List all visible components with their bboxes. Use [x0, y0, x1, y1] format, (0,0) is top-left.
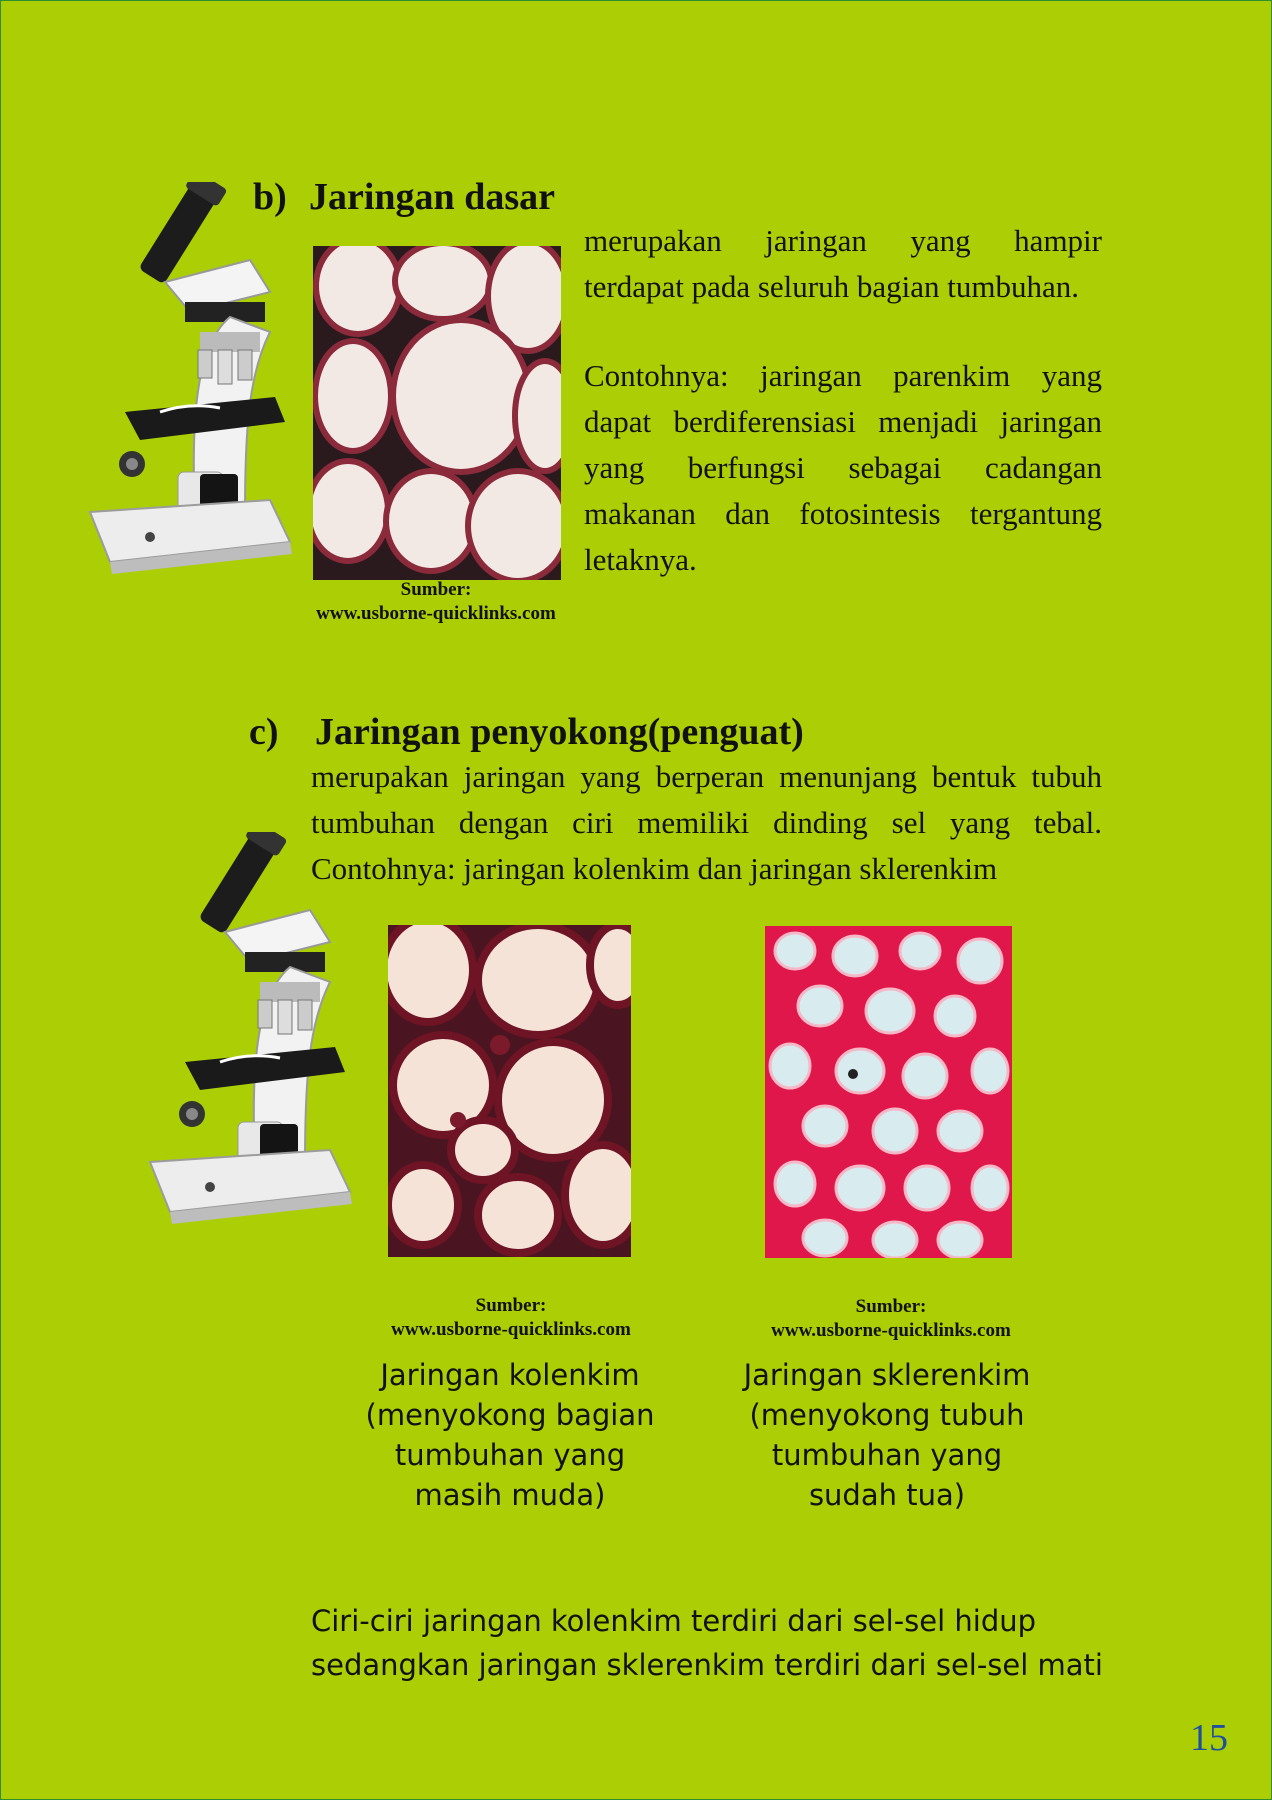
- parenchyma-micrograph: [313, 246, 561, 580]
- caption-line: masih muda): [414, 1478, 606, 1512]
- microscope-icon: [140, 832, 380, 1257]
- sklerenkim-source: Sumber: www.usborne-quicklinks.com: [745, 1295, 1037, 1343]
- source-label: Sumber:: [475, 1295, 547, 1316]
- sclerenchyma-micrograph: [765, 926, 1012, 1258]
- microscope-icon: [80, 182, 320, 607]
- section-c-title: Jaringan penyokong(penguat): [315, 711, 804, 753]
- section-b-source: Sumber: www.usborne-quicklinks.com: [290, 578, 582, 626]
- caption-line: (menyokong tubuh: [749, 1398, 1025, 1432]
- section-b-heading: b) Jaringan dasar: [253, 175, 555, 219]
- kolenkim-caption: Jaringan kolenkim (menyokong bagian tumb…: [340, 1355, 680, 1515]
- caption-line: Jaringan sklerenkim: [743, 1358, 1031, 1392]
- section-b-description-part1: merupakan jaringan yang hampir terdapat …: [584, 223, 1102, 304]
- caption-line: tumbuhan yang: [394, 1438, 626, 1472]
- section-c-description: merupakan jaringan yang berperan menunja…: [311, 759, 1102, 886]
- kolenkim-source: Sumber: www.usborne-quicklinks.com: [365, 1294, 657, 1342]
- section-b-marker: b): [253, 176, 287, 218]
- source-url: www.usborne-quicklinks.com: [771, 1320, 1011, 1341]
- tissue-note: Ciri-ciri jaringan kolenkim terdiri dari…: [311, 1599, 1111, 1687]
- caption-line: Jaringan kolenkim: [380, 1358, 640, 1392]
- source-url: www.usborne-quicklinks.com: [391, 1319, 631, 1340]
- note-line: Ciri-ciri jaringan kolenkim terdiri dari…: [311, 1604, 1037, 1638]
- section-c-marker: c): [249, 711, 279, 753]
- sklerenkim-caption: Jaringan sklerenkim (menyokong tubuh tum…: [717, 1355, 1057, 1515]
- collenchyma-micrograph: [388, 925, 631, 1257]
- section-b-description-part2: Contohnya: jaringan parenkim yang dapat …: [584, 358, 1102, 577]
- source-label: Sumber:: [400, 579, 472, 600]
- caption-line: (menyokong bagian: [365, 1398, 655, 1432]
- section-b-title: Jaringan dasar: [309, 176, 555, 218]
- source-url: www.usborne-quicklinks.com: [316, 603, 556, 624]
- section-c-heading: c) Jaringan penyokong(penguat): [249, 710, 804, 754]
- note-line: sedangkan jaringan sklerenkim terdiri da…: [311, 1648, 1103, 1682]
- source-label: Sumber:: [855, 1296, 927, 1317]
- caption-line: sudah tua): [808, 1478, 966, 1512]
- caption-line: tumbuhan yang: [771, 1438, 1003, 1472]
- page-number: 15: [1190, 1717, 1228, 1759]
